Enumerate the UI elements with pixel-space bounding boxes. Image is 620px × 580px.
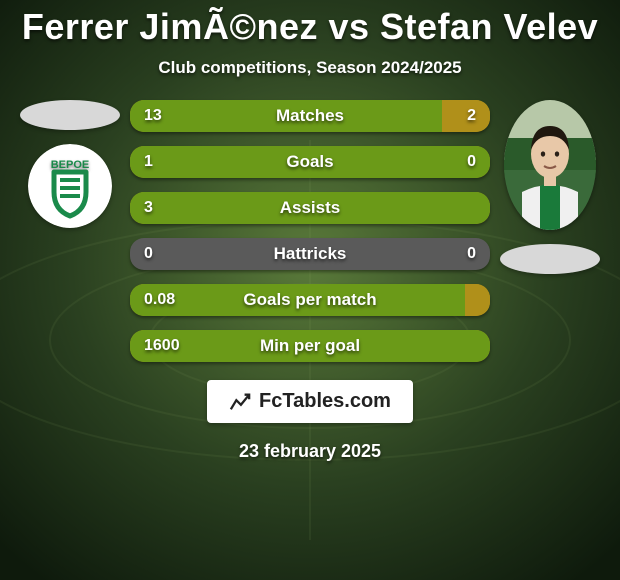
stat-value-left: 1600 xyxy=(144,330,180,362)
stat-label: Goals xyxy=(130,146,490,178)
stat-label: Assists xyxy=(130,192,490,224)
stat-label: Matches xyxy=(130,100,490,132)
stat-value-right: 2 xyxy=(467,100,476,132)
left-club-badge: BEPOE xyxy=(28,144,112,228)
stat-label: Hattricks xyxy=(130,238,490,270)
left-player-column: BEPOE xyxy=(20,100,120,228)
stat-row: Min per goal1600 xyxy=(130,330,490,362)
svg-text:BEPOE: BEPOE xyxy=(51,159,90,171)
date-text: 23 february 2025 xyxy=(239,441,381,462)
stat-row: Matches13 2 xyxy=(130,100,490,132)
stat-value-left: 0 xyxy=(144,238,153,270)
fctables-logo[interactable]: FcTables.com xyxy=(207,380,413,423)
page-subtitle: Club competitions, Season 2024/2025 xyxy=(158,58,461,78)
right-player-photo xyxy=(504,100,596,230)
stat-label: Min per goal xyxy=(130,330,490,362)
stat-value-right: 0 xyxy=(467,238,476,270)
stat-value-left: 0.08 xyxy=(144,284,175,316)
stat-value-left: 3 xyxy=(144,192,153,224)
left-flag xyxy=(20,100,120,130)
stat-row: Assists3 xyxy=(130,192,490,224)
fctables-text: FcTables.com xyxy=(259,390,391,413)
stat-label: Goals per match xyxy=(130,284,490,316)
stat-row: Goals per match0.08 xyxy=(130,284,490,316)
stat-row: Hattricks0 0 xyxy=(130,238,490,270)
stat-value-right: 0 xyxy=(467,146,476,178)
comparison-area: BEPOE Matches13 2 Goals1 0 Assists3 Hattricks… xyxy=(0,100,620,362)
stat-value-left: 1 xyxy=(144,146,153,178)
page-title: Ferrer JimÃ©nez vs Stefan Velev xyxy=(22,6,598,48)
right-flag xyxy=(500,244,600,274)
stat-row: Goals1 0 xyxy=(130,146,490,178)
stat-value-left: 13 xyxy=(144,100,162,132)
stat-bars: Matches132Goals10Assists3Hattricks00Goal… xyxy=(130,100,490,362)
chart-icon xyxy=(229,391,251,413)
right-player-column xyxy=(500,100,600,274)
